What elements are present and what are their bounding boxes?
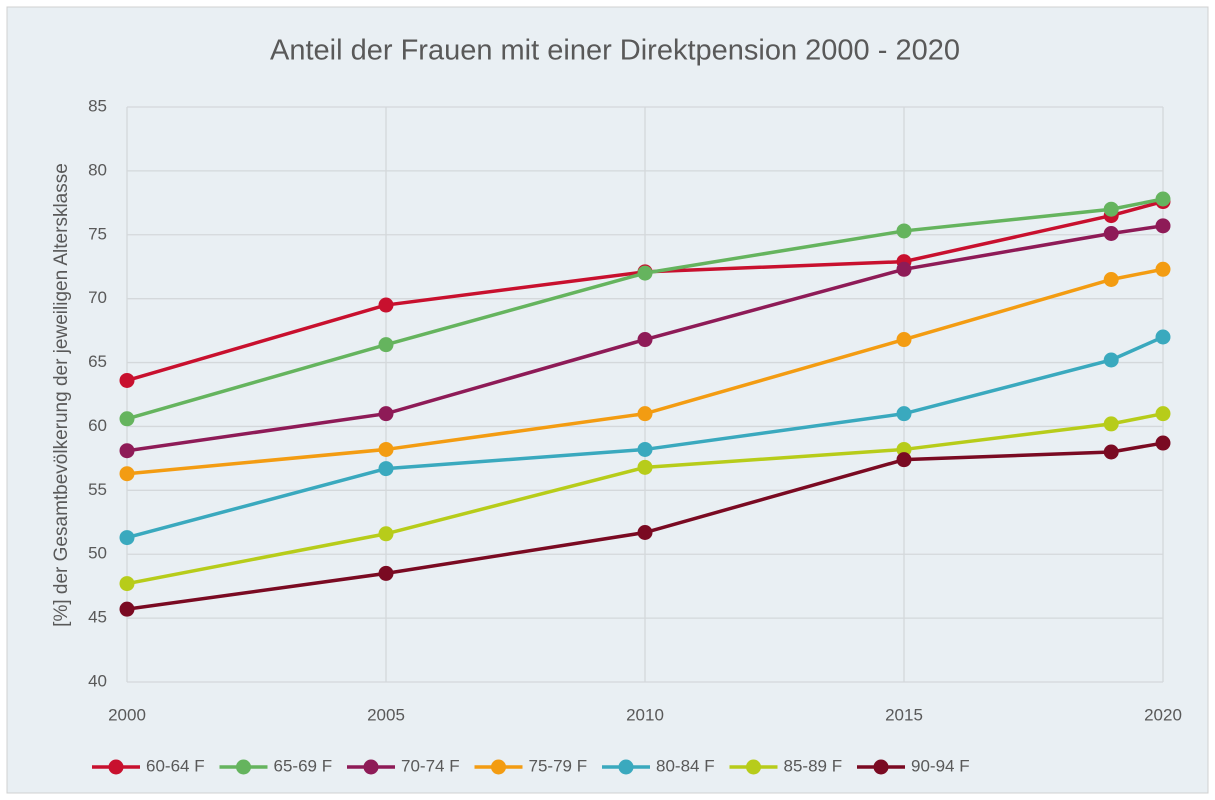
y-tick-label: 45 bbox=[88, 608, 107, 627]
y-tick-label: 65 bbox=[88, 352, 107, 371]
series-line bbox=[126, 197, 1164, 421]
data-point bbox=[378, 441, 394, 457]
data-point bbox=[119, 601, 135, 617]
legend-marker bbox=[363, 759, 379, 775]
data-point bbox=[1103, 201, 1119, 217]
legend-marker bbox=[236, 759, 251, 775]
series-line bbox=[126, 411, 1164, 586]
y-tick-label: 50 bbox=[88, 544, 107, 563]
data-point bbox=[1103, 444, 1119, 460]
data-point bbox=[637, 332, 653, 348]
y-tick-label: 85 bbox=[88, 96, 107, 115]
legend-marker bbox=[873, 759, 889, 775]
y-tick-label: 55 bbox=[88, 480, 107, 499]
x-tick-label: 2020 bbox=[1144, 705, 1182, 724]
x-tick-label: 2015 bbox=[885, 705, 923, 724]
data-point bbox=[637, 265, 653, 281]
data-point bbox=[378, 297, 394, 313]
data-point bbox=[119, 576, 135, 592]
data-point bbox=[1103, 352, 1119, 368]
data-point bbox=[119, 372, 135, 388]
data-point bbox=[1103, 226, 1119, 241]
legend-label: 60-64 F bbox=[146, 756, 205, 775]
data-point bbox=[1155, 261, 1171, 277]
legend-label: 70-74 F bbox=[401, 756, 460, 775]
data-point bbox=[378, 461, 394, 477]
data-point bbox=[896, 223, 912, 239]
data-point bbox=[378, 337, 394, 353]
data-point bbox=[896, 332, 912, 348]
legend-marker bbox=[618, 759, 634, 775]
legend-label: 75-79 F bbox=[529, 756, 588, 775]
legend-label: 80-84 F bbox=[656, 756, 715, 775]
data-point bbox=[119, 530, 135, 546]
legend-label: 65-69 F bbox=[274, 756, 333, 775]
data-point bbox=[637, 459, 653, 475]
data-point bbox=[637, 525, 653, 540]
series-line bbox=[126, 199, 1164, 383]
data-point bbox=[637, 406, 653, 422]
legend-label: 85-89 F bbox=[784, 756, 843, 775]
legend-marker bbox=[491, 759, 506, 775]
legend-label: 90-94 F bbox=[911, 756, 970, 775]
y-axis-label: [%] der Gesamtbevölkerung der jeweiligen… bbox=[51, 163, 72, 627]
y-tick-label: 60 bbox=[88, 416, 107, 435]
data-point bbox=[1155, 191, 1171, 207]
data-point bbox=[1103, 272, 1119, 287]
legend-marker bbox=[108, 759, 124, 775]
x-tick-label: 2000 bbox=[108, 705, 146, 724]
x-tick-label: 2005 bbox=[367, 705, 405, 724]
data-point bbox=[896, 261, 912, 277]
y-tick-label: 80 bbox=[88, 160, 107, 179]
data-point bbox=[637, 441, 653, 457]
chart-title: Anteil der Frauen mit einer Direktpensio… bbox=[270, 35, 960, 67]
legend-marker bbox=[746, 759, 761, 775]
series-line bbox=[126, 267, 1164, 476]
y-tick-label: 70 bbox=[88, 288, 107, 307]
data-point bbox=[1155, 218, 1171, 234]
data-point bbox=[119, 466, 135, 482]
data-point bbox=[378, 565, 394, 581]
x-tick-label: 2010 bbox=[626, 705, 664, 724]
data-point bbox=[1155, 329, 1171, 345]
data-point bbox=[896, 452, 912, 468]
data-point bbox=[378, 406, 394, 422]
series-line bbox=[126, 224, 1164, 453]
data-point bbox=[896, 406, 912, 422]
series-line bbox=[126, 335, 1164, 540]
data-point bbox=[119, 443, 135, 459]
series-line bbox=[126, 441, 1164, 611]
y-tick-label: 75 bbox=[88, 224, 107, 243]
data-point bbox=[119, 411, 135, 427]
data-point bbox=[1155, 435, 1171, 451]
data-point bbox=[1155, 406, 1171, 422]
chart-background bbox=[6, 6, 1209, 794]
y-tick-label: 40 bbox=[88, 671, 107, 690]
data-point bbox=[1103, 416, 1119, 432]
data-point bbox=[378, 526, 394, 542]
